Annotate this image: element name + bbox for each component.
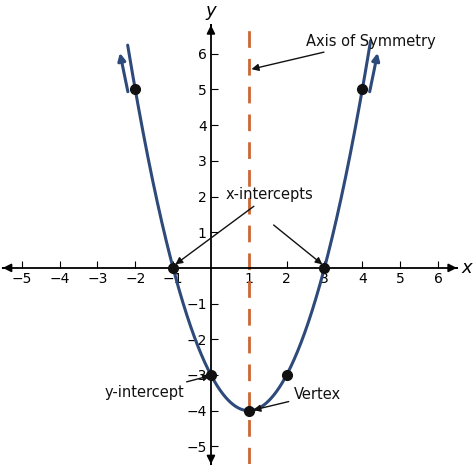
Text: x-intercepts: x-intercepts <box>176 187 314 263</box>
Text: x: x <box>462 259 472 277</box>
Text: Vertex: Vertex <box>255 387 341 411</box>
Text: y: y <box>206 2 216 20</box>
Text: Axis of Symmetry: Axis of Symmetry <box>253 34 435 71</box>
Text: y-intercept: y-intercept <box>105 375 209 400</box>
